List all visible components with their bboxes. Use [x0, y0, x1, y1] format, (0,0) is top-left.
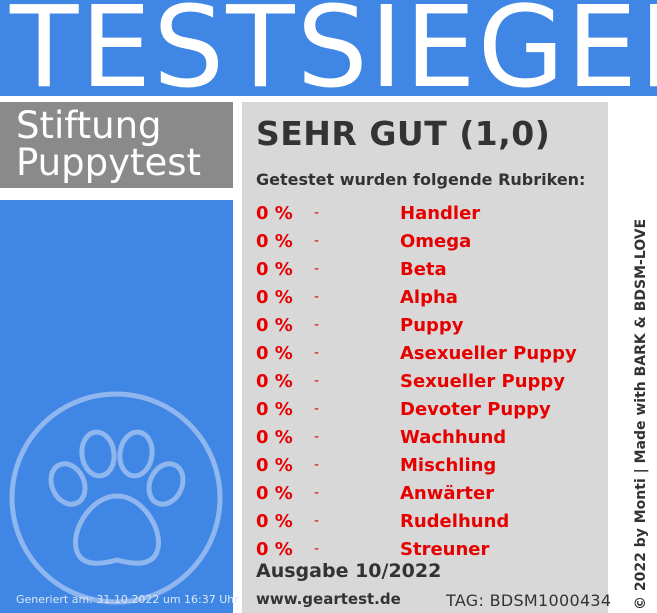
header-title: TESTSIEGER — [10, 0, 657, 96]
brand-line1: Stiftung — [16, 104, 162, 147]
separator-dash: - — [314, 261, 320, 277]
rating-text: SEHR GUT (1,0) — [256, 114, 551, 153]
percent-value: 0 % — [256, 399, 293, 420]
separator-dash: - — [314, 513, 320, 529]
percent-value: 0 % — [256, 539, 293, 560]
list-item: 0 % - Wachhund — [256, 424, 606, 452]
paw-icon — [9, 391, 223, 605]
brand-box: Stiftung Puppytest — [0, 102, 233, 188]
category-label: Handler — [400, 203, 481, 224]
percent-value: 0 % — [256, 343, 293, 364]
separator-dash: - — [314, 317, 320, 333]
separator-dash: - — [314, 485, 320, 501]
list-item: 0 % - Asexueller Puppy — [256, 340, 606, 368]
list-item: 0 % - Anwärter — [256, 480, 606, 508]
separator-dash: - — [314, 205, 320, 221]
brand-line2: Puppytest — [16, 141, 202, 184]
list-item: 0 % - Omega — [256, 228, 606, 256]
percent-value: 0 % — [256, 315, 293, 336]
percent-value: 0 % — [256, 203, 293, 224]
percent-value: 0 % — [256, 287, 293, 308]
list-item: 0 % - Alpha — [256, 284, 606, 312]
category-label: Anwärter — [400, 483, 495, 504]
list-item: 0 % - Sexueller Puppy — [256, 368, 606, 396]
percent-value: 0 % — [256, 455, 293, 476]
list-item: 0 % - Devoter Puppy — [256, 396, 606, 424]
result-card: SEHR GUT (1,0) Getestet wurden folgende … — [242, 102, 612, 613]
list-item: 0 % - Beta — [256, 256, 606, 284]
issue-label: Ausgabe 10/2022 — [256, 560, 442, 582]
percent-value: 0 % — [256, 231, 293, 252]
header-banner: TESTSIEGER — [0, 0, 657, 96]
separator-dash: - — [314, 345, 320, 361]
separator-dash: - — [314, 289, 320, 305]
list-item: 0 % - Streuner — [256, 536, 606, 564]
list-item: 0 % - Puppy — [256, 312, 606, 340]
copyright-vertical: © 2022 by Monti | Made with BARK & BDSM-… — [633, 218, 649, 610]
percent-value: 0 % — [256, 371, 293, 392]
list-item: 0 % - Mischling — [256, 452, 606, 480]
percent-value: 0 % — [256, 259, 293, 280]
category-label: Alpha — [400, 287, 458, 308]
category-label: Omega — [400, 231, 472, 252]
site-link: www.geartest.de — [256, 590, 401, 608]
category-label: Streuner — [400, 539, 490, 560]
percent-value: 0 % — [256, 483, 293, 504]
separator-dash: - — [314, 373, 320, 389]
separator-dash: - — [314, 233, 320, 249]
tag-id: TAG: BDSM1000434 — [446, 591, 612, 610]
category-label: Puppy — [400, 315, 464, 336]
left-panel — [0, 200, 233, 613]
list-item: 0 % - Handler — [256, 200, 606, 228]
tested-label: Getestet wurden folgende Rubriken: — [256, 170, 586, 189]
percent-value: 0 % — [256, 427, 293, 448]
category-label: Wachhund — [400, 427, 507, 448]
category-list: 0 % - Handler 0 % - Omega 0 % - Beta 0 %… — [256, 200, 606, 564]
category-label: Asexueller Puppy — [400, 343, 577, 364]
category-label: Devoter Puppy — [400, 399, 551, 420]
separator-dash: - — [314, 457, 320, 473]
percent-value: 0 % — [256, 511, 293, 532]
separator-dash: - — [314, 541, 320, 557]
separator-dash: - — [314, 401, 320, 417]
category-label: Mischling — [400, 455, 497, 476]
category-label: Beta — [400, 259, 447, 280]
category-label: Sexueller Puppy — [400, 371, 566, 392]
generated-date: Generiert am: 31.10.2022 um 16:37 Uhr — [16, 593, 239, 606]
separator-dash: - — [314, 429, 320, 445]
list-item: 0 % - Rudelhund — [256, 508, 606, 536]
category-label: Rudelhund — [400, 511, 510, 532]
